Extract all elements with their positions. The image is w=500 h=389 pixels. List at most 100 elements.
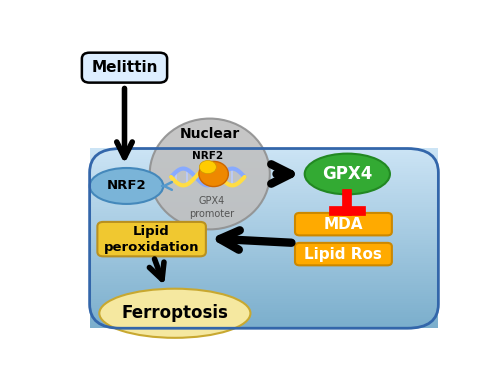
Bar	[90, 211, 438, 214]
Bar	[90, 247, 438, 250]
Bar	[90, 218, 438, 221]
Bar	[90, 319, 438, 321]
Bar	[90, 305, 438, 308]
Bar	[90, 283, 438, 286]
Bar	[90, 231, 438, 234]
Bar	[90, 258, 438, 261]
Bar	[90, 171, 438, 173]
Ellipse shape	[199, 161, 228, 187]
Bar	[90, 182, 438, 184]
Bar	[90, 256, 438, 259]
Bar	[90, 238, 438, 241]
Ellipse shape	[90, 168, 163, 204]
Bar	[90, 223, 438, 225]
Bar	[90, 272, 438, 274]
Bar	[90, 292, 438, 294]
Bar	[90, 317, 438, 319]
Bar	[90, 214, 438, 216]
Bar	[90, 216, 438, 218]
Bar	[90, 274, 438, 277]
Bar	[90, 164, 438, 166]
Bar	[90, 279, 438, 281]
Bar	[90, 173, 438, 175]
Bar	[90, 177, 438, 180]
Ellipse shape	[304, 154, 390, 194]
Bar	[90, 285, 438, 288]
Bar	[90, 263, 438, 265]
Bar	[90, 195, 438, 198]
Bar	[90, 198, 438, 200]
Bar	[90, 209, 438, 212]
Bar	[90, 189, 438, 191]
Ellipse shape	[200, 161, 216, 173]
Bar	[90, 186, 438, 189]
Bar	[90, 310, 438, 312]
Text: Melittin: Melittin	[91, 60, 158, 75]
Text: MDA: MDA	[324, 217, 363, 232]
Bar	[90, 227, 438, 230]
Bar	[90, 168, 438, 171]
Bar	[90, 157, 438, 160]
Text: promoter: promoter	[189, 209, 234, 219]
Bar	[90, 252, 438, 254]
Bar	[90, 236, 438, 238]
Ellipse shape	[150, 119, 270, 230]
Text: Nuclear: Nuclear	[180, 126, 240, 140]
Bar	[90, 323, 438, 326]
Bar	[90, 281, 438, 283]
Text: NRF2: NRF2	[106, 179, 146, 193]
Bar	[90, 308, 438, 310]
Bar	[90, 220, 438, 223]
Text: Lipid
peroxidation: Lipid peroxidation	[104, 224, 200, 254]
Bar	[90, 162, 438, 164]
Bar	[90, 166, 438, 169]
Bar	[90, 321, 438, 324]
Text: NRF2: NRF2	[192, 151, 224, 161]
Bar	[90, 184, 438, 187]
Bar	[90, 175, 438, 178]
Bar	[90, 155, 438, 158]
Bar	[90, 296, 438, 299]
Bar	[90, 180, 438, 182]
Bar	[90, 294, 438, 297]
Bar	[90, 233, 438, 236]
Bar	[90, 153, 438, 155]
Bar	[90, 287, 438, 290]
Bar	[90, 267, 438, 270]
FancyBboxPatch shape	[82, 53, 167, 82]
Bar	[90, 200, 438, 202]
Bar	[90, 240, 438, 243]
Text: Lipid Ros: Lipid Ros	[304, 247, 382, 262]
Bar	[90, 290, 438, 292]
FancyBboxPatch shape	[98, 222, 206, 256]
Bar	[90, 265, 438, 268]
Text: GPX4: GPX4	[198, 196, 225, 206]
Bar	[90, 224, 438, 227]
Bar	[90, 254, 438, 256]
Text: GPX4: GPX4	[322, 165, 372, 183]
Bar	[90, 229, 438, 231]
Ellipse shape	[100, 289, 250, 338]
Bar	[90, 243, 438, 245]
Bar	[90, 148, 438, 151]
Bar	[90, 301, 438, 303]
Bar	[90, 299, 438, 301]
Bar	[90, 276, 438, 279]
Text: Ferroptosis: Ferroptosis	[122, 304, 228, 322]
Bar	[90, 314, 438, 317]
Bar	[90, 191, 438, 193]
Bar	[90, 151, 438, 153]
Bar	[90, 245, 438, 247]
Bar	[90, 202, 438, 205]
Bar	[90, 326, 438, 328]
Bar	[90, 261, 438, 263]
Bar	[90, 207, 438, 209]
FancyBboxPatch shape	[295, 213, 392, 235]
Bar	[90, 159, 438, 162]
Bar	[90, 270, 438, 272]
FancyBboxPatch shape	[295, 243, 392, 265]
Bar	[90, 193, 438, 196]
Bar	[90, 204, 438, 207]
Bar	[90, 303, 438, 306]
Bar	[90, 312, 438, 315]
